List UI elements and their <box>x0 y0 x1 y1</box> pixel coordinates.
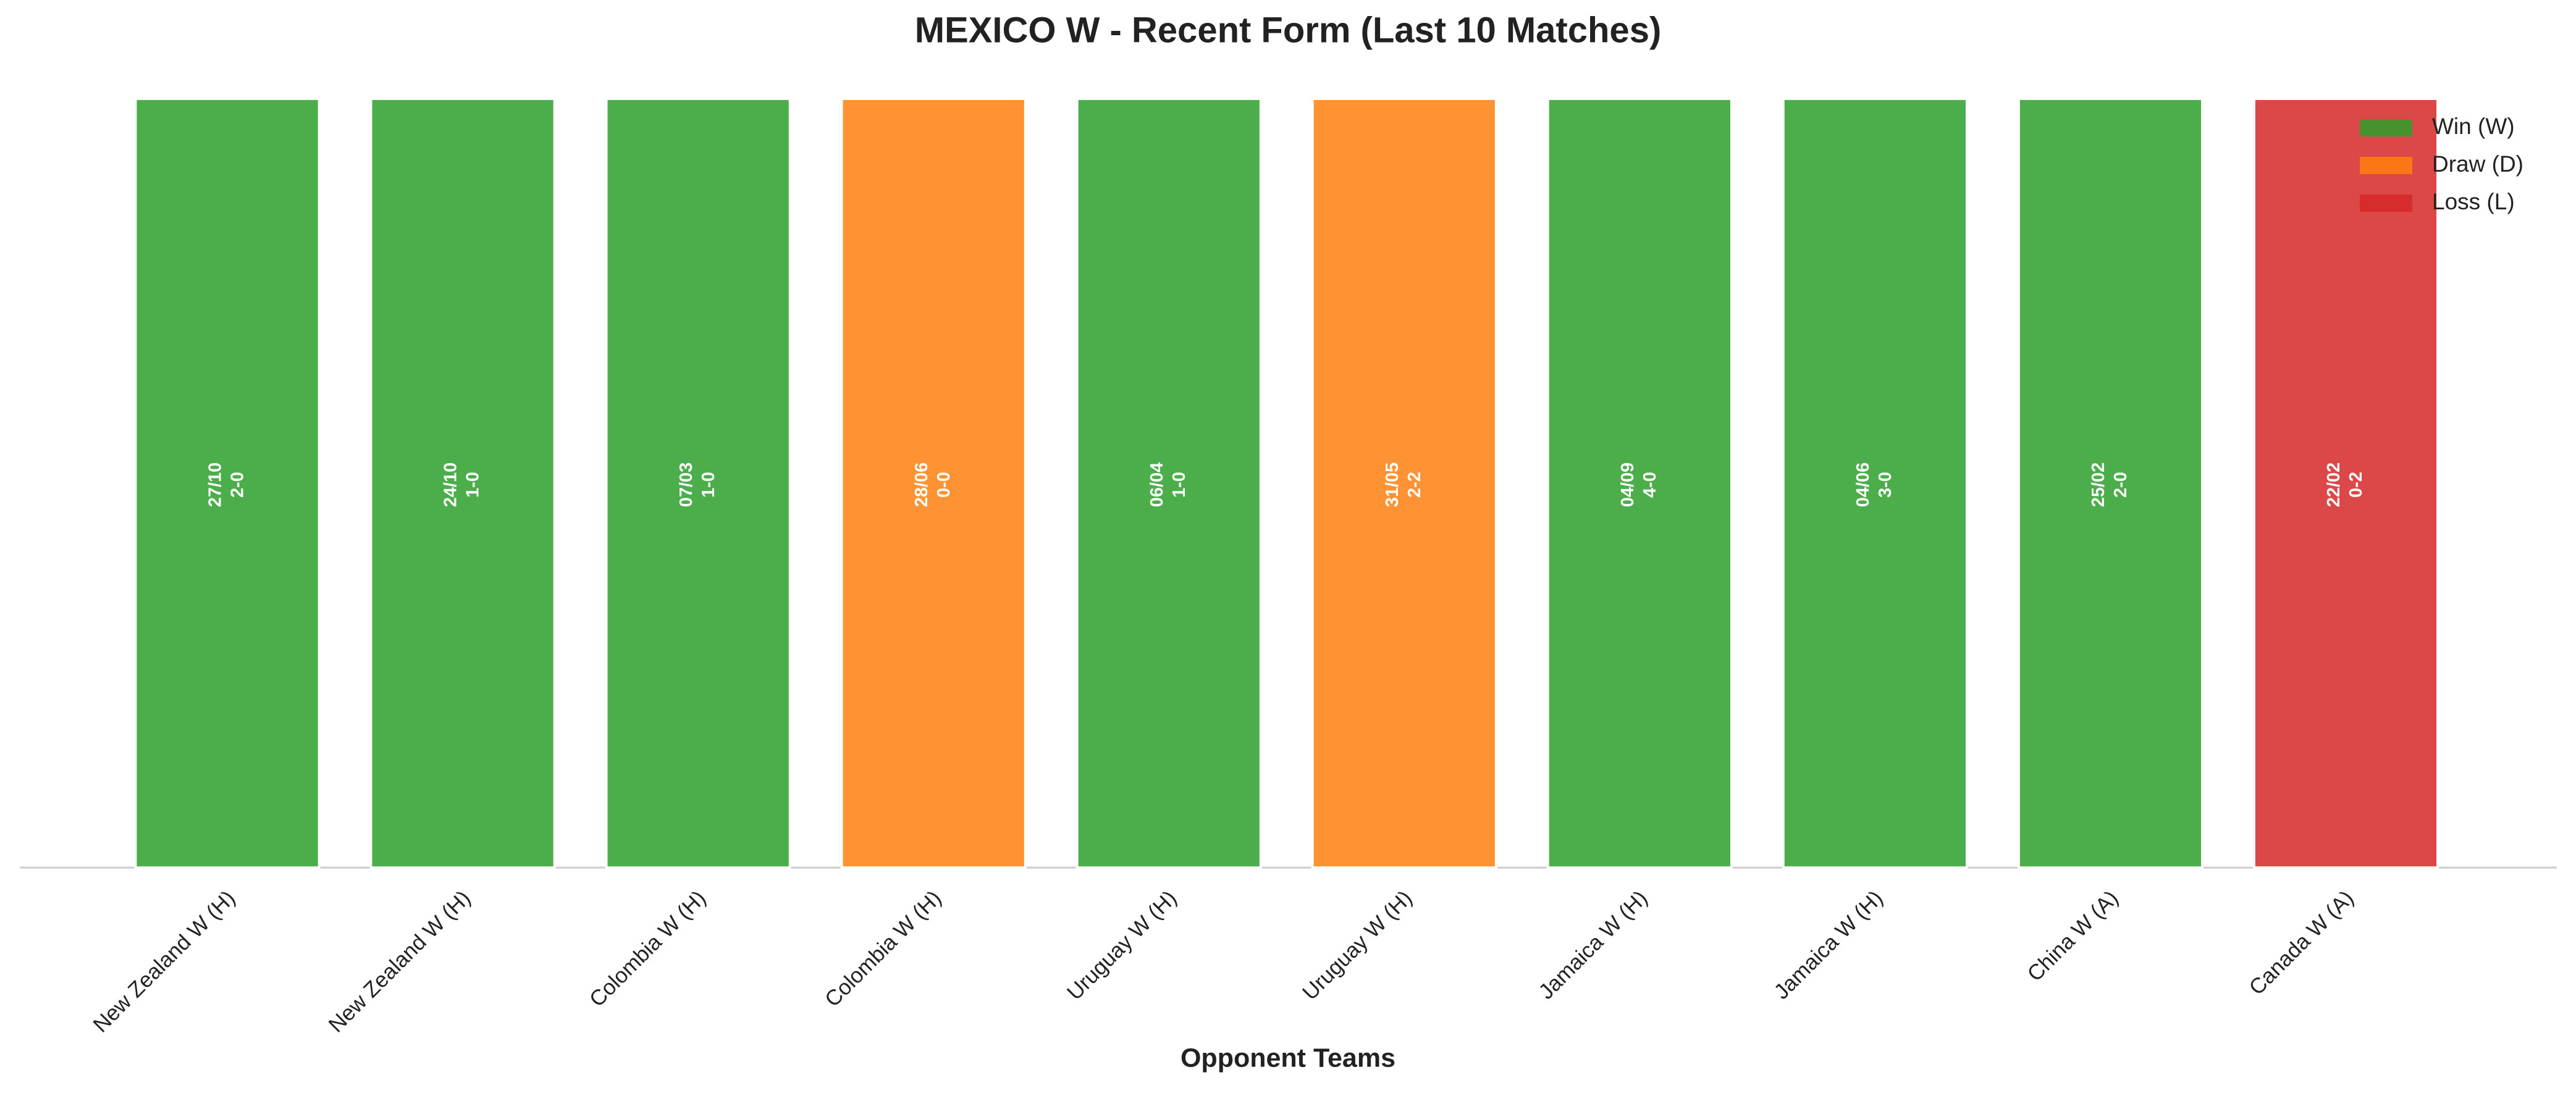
bar <box>1782 98 1968 869</box>
bar-score-label: 2-0 <box>228 472 248 498</box>
x-tick-label: Uruguay W (H) <box>1298 886 1417 1005</box>
legend-swatch <box>2360 157 2412 174</box>
bar <box>605 98 791 869</box>
legend-swatch <box>2360 119 2412 136</box>
x-tick-label: Colombia W (H) <box>585 886 711 1012</box>
x-tick-label: Canada W (A) <box>2244 886 2358 1000</box>
bar-date-label: 22/02 <box>2324 463 2344 508</box>
legend-label: Win (W) <box>2432 114 2515 139</box>
bar-score-label: 0-2 <box>2346 472 2366 498</box>
bar <box>1546 98 1733 869</box>
legend-label: Draw (D) <box>2432 151 2523 177</box>
bar-score-label: 4-0 <box>1640 472 1660 498</box>
bar-date-label: 27/10 <box>206 463 225 508</box>
bar-date-label: 04/09 <box>1618 463 1638 508</box>
bar-date-label: 07/03 <box>676 463 696 508</box>
bar <box>134 98 321 869</box>
bar-date-label: 24/10 <box>441 463 461 508</box>
bar-score-label: 1-0 <box>699 472 718 498</box>
bar-score-label: 2-0 <box>2111 472 2131 498</box>
x-tick-label: New Zealand W (H) <box>88 886 240 1037</box>
bar-score-label: 3-0 <box>1875 472 1895 498</box>
bar <box>2017 98 2204 869</box>
bar <box>840 98 1027 869</box>
bar-date-label: 31/05 <box>1383 463 1402 508</box>
bar <box>1075 98 1262 869</box>
legend-swatch <box>2360 195 2412 212</box>
bar-score-label: 2-2 <box>1405 472 1425 498</box>
legend-label: Loss (L) <box>2432 189 2515 214</box>
bar <box>369 98 556 869</box>
bar <box>2252 98 2439 869</box>
bar-score-label: 1-0 <box>1169 472 1189 498</box>
x-tick-label: Uruguay W (H) <box>1063 886 1182 1005</box>
x-tick-label: New Zealand W (H) <box>324 886 475 1037</box>
bar-date-label: 25/02 <box>2089 463 2108 508</box>
x-tick-label: Jamaica W (H) <box>1534 886 1652 1004</box>
x-tick-label: China W (A) <box>2022 886 2123 986</box>
bar <box>1311 98 1497 869</box>
bar-date-label: 04/06 <box>1853 463 1873 508</box>
bar-date-label: 06/04 <box>1147 463 1167 508</box>
chart-title: MEXICO W - Recent Form (Last 10 Matches) <box>915 10 1662 50</box>
x-tick-label: Colombia W (H) <box>820 886 946 1012</box>
bar-score-label: 1-0 <box>463 472 483 498</box>
bar-date-label: 28/06 <box>912 463 932 508</box>
bar-score-label: 0-0 <box>934 472 954 498</box>
x-tick-label: Jamaica W (H) <box>1769 886 1887 1004</box>
x-axis-label: Opponent Teams <box>1181 1043 1395 1073</box>
